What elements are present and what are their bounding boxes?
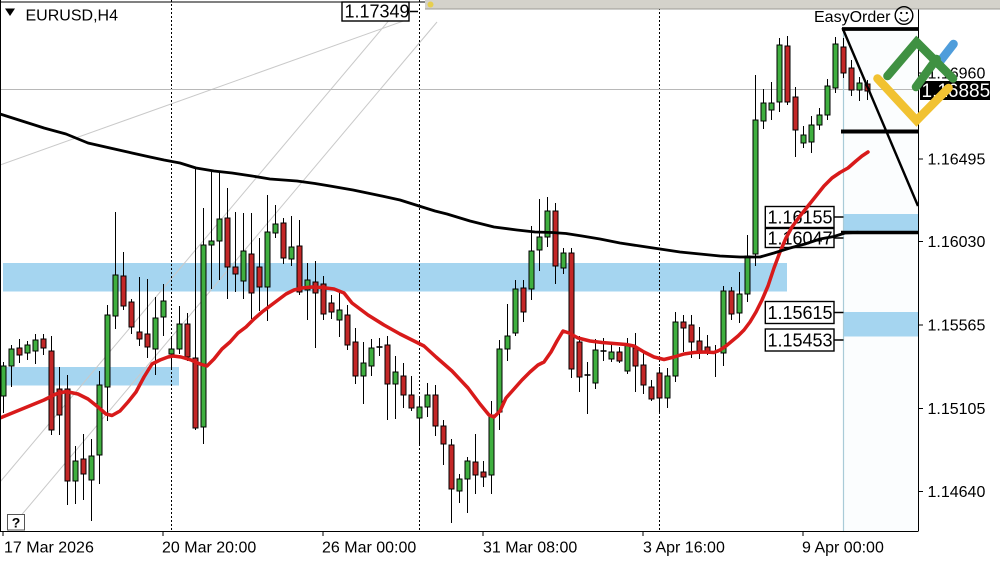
svg-text:?: ? <box>12 515 21 531</box>
svg-text:1.16030: 1.16030 <box>928 234 986 251</box>
svg-text:3 Apr 16:00: 3 Apr 16:00 <box>643 540 725 557</box>
svg-text:1.17349: 1.17349 <box>345 2 410 22</box>
svg-text:9 Apr 00:00: 9 Apr 00:00 <box>802 540 884 557</box>
svg-text:EURUSD,H4: EURUSD,H4 <box>26 7 119 24</box>
svg-text:31 Mar 08:00: 31 Mar 08:00 <box>483 540 577 557</box>
svg-text:1.16495: 1.16495 <box>928 152 986 169</box>
svg-text:1.15453: 1.15453 <box>768 330 833 350</box>
svg-text:EasyOrder: EasyOrder <box>814 9 891 26</box>
svg-text:1.15105: 1.15105 <box>928 401 986 418</box>
svg-text:1.15615: 1.15615 <box>768 303 833 323</box>
svg-text:20 Mar 20:00: 20 Mar 20:00 <box>162 540 256 557</box>
svg-text:17 Mar 2026: 17 Mar 2026 <box>4 540 94 557</box>
svg-text:1.15565: 1.15565 <box>928 318 986 335</box>
svg-text:1.14640: 1.14640 <box>928 484 986 501</box>
svg-text:26 Mar 00:00: 26 Mar 00:00 <box>322 540 416 557</box>
